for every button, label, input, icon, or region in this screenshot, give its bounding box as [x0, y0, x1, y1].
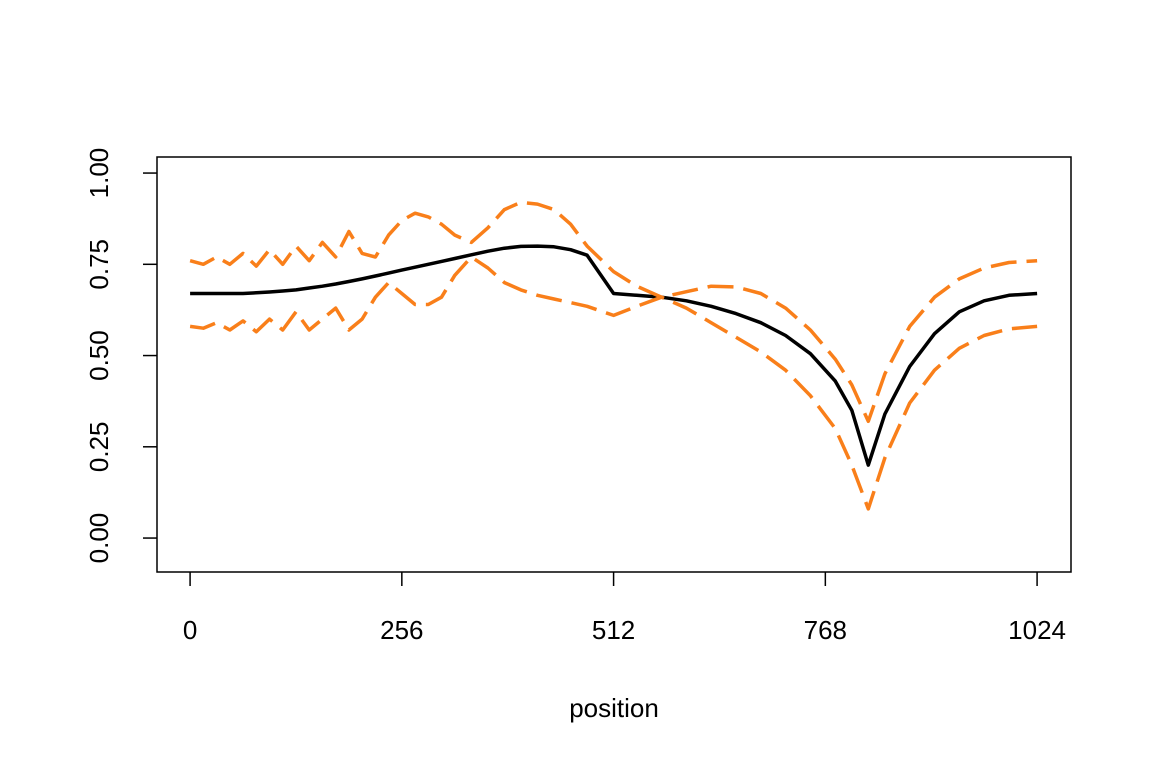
- y-tick-label: 1.00: [84, 148, 114, 199]
- y-tick-label: 0.00: [84, 513, 114, 564]
- series-line: [189, 200, 1038, 424]
- series-line: [190, 244, 1038, 467]
- x-tick-label: 256: [380, 615, 423, 645]
- x-tick-label: 512: [592, 615, 635, 645]
- x-axis-label: position: [569, 693, 659, 723]
- x-tick-label: 0: [183, 615, 197, 645]
- y-tick-label: 0.50: [84, 330, 114, 381]
- series-line: [189, 255, 1038, 511]
- y-tick-label: 0.25: [84, 422, 114, 473]
- plot-box: [156, 156, 1072, 573]
- y-tick-label: 0.75: [84, 239, 114, 290]
- x-tick-label: 768: [804, 615, 847, 645]
- x-tick-label: 1024: [1008, 615, 1066, 645]
